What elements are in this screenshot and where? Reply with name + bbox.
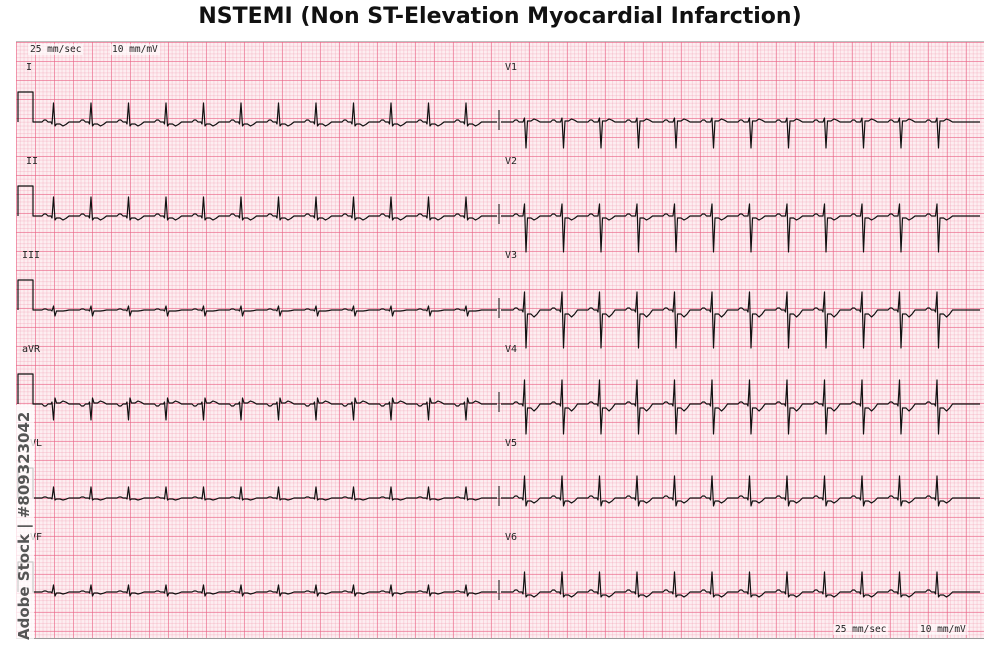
ecg-trace-v6 [501,571,980,598]
lead-label-v4: V4 [505,344,518,355]
lead-label-v2: V2 [505,156,518,167]
ecg-trace-v2 [501,203,980,253]
ecg-waveform [17,91,497,127]
ecg-trace-iii [17,279,497,317]
ecg-waveform [501,203,980,253]
ecg-trace-i [17,91,497,127]
ecg-waveform [501,291,980,349]
lead-label-v1: V1 [505,62,518,73]
ecg-waveform [501,117,980,149]
stock-watermark: Adobe Stock | #809323042 [12,405,34,640]
ecg-waveform [501,475,980,507]
lead-label-iii: III [22,250,41,261]
ecg-trace-v3 [501,291,980,349]
gain-label-top: 10 mm/mV [110,44,160,55]
ecg-trace-avr [17,373,497,421]
page-title: NSTEMI (Non ST-Elevation Myocardial Infa… [198,4,802,29]
lead-label-v6: V6 [505,532,518,543]
lead-label-v3: V3 [505,250,518,261]
lead-label-ii: II [26,156,39,167]
bottom-border [16,638,984,639]
lead-label-v5: V5 [505,438,518,449]
ecg-grid-paper [16,41,984,639]
paper-speed-label-bottom: 25 mm/sec [833,624,889,635]
ecg-trace-ii [17,185,497,221]
ecg-trace-avf [17,561,497,597]
ecg-trace-v5 [501,475,980,507]
paper-speed-label-top: 25 mm/sec [28,44,84,55]
ecg-waveform [17,561,497,597]
lead-label-avl: VL [30,438,43,449]
ecg-waveform [501,571,980,598]
ecg-waveform [17,279,497,317]
watermark-text: Adobe Stock | #809323042 [15,411,33,640]
lead-label-avr: aVR [22,344,41,355]
ecg-waveform [17,185,497,221]
lead-label-avf: VF [30,532,43,543]
ecg-waveform [17,467,497,501]
ecg-waveform [17,373,497,421]
ecg-trace-v1 [501,117,980,149]
ecg-waveform [501,379,980,435]
ecg-trace-avl [17,467,497,501]
lead-label-i: I [26,62,33,73]
gain-label-bottom: 10 mm/mV [918,624,968,635]
ecg-trace-v4 [501,379,980,435]
